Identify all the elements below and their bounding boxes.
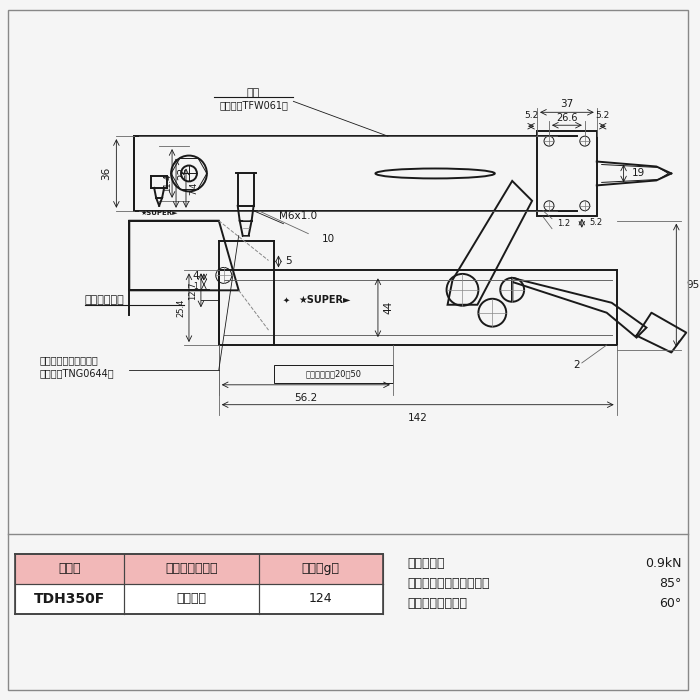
Text: ハンドル操作觓度: ハンドル操作觓度 [408, 597, 468, 610]
Text: 5.2: 5.2 [590, 218, 603, 228]
Text: 11.4: 11.4 [164, 174, 173, 193]
Text: 4: 4 [193, 272, 200, 281]
Text: 5: 5 [286, 256, 292, 267]
Bar [537, 131, 596, 216]
Text: 56.2: 56.2 [294, 393, 318, 402]
Text: クランプボルトナット: クランプボルトナット [40, 355, 99, 365]
Text: クランプアーム移動觓度: クランプアーム移動觓度 [408, 578, 490, 590]
Text: 10: 10 [321, 234, 335, 244]
Text: 最大支持力: 最大支持力 [408, 557, 445, 570]
Text: 142: 142 [408, 413, 428, 423]
Text: 124: 124 [309, 592, 332, 605]
Text: M6x1.0: M6x1.0 [279, 211, 317, 220]
Text: クランプ範囲: クランプ範囲 [85, 295, 125, 305]
Text: 44: 44 [384, 301, 394, 314]
Text: 2: 2 [573, 360, 580, 370]
Bar [15, 584, 383, 614]
Text: 0.9kN: 0.9kN [645, 557, 681, 570]
Text: TDH350F: TDH350F [34, 592, 105, 606]
Text: 品　番: 品 番 [58, 562, 81, 575]
Text: 36: 36 [102, 167, 111, 180]
Text: 座金: 座金 [247, 88, 260, 99]
Text: 95: 95 [686, 281, 699, 290]
Text: 1: 1 [194, 282, 198, 290]
Text: ★SUPER►: ★SUPER► [141, 210, 178, 216]
Text: ★SUPER►: ★SUPER► [298, 295, 351, 304]
Text: 19: 19 [631, 169, 645, 178]
Bar [274, 365, 393, 383]
Text: 25.4: 25.4 [176, 298, 186, 317]
Text: 37: 37 [560, 99, 573, 109]
Text: 60°: 60° [659, 597, 681, 610]
Text: 12.7: 12.7 [188, 281, 197, 300]
Bar [15, 554, 383, 584]
Text: フラン芸: フラン芸 [176, 592, 206, 605]
Text: 1.2: 1.2 [557, 219, 570, 228]
Text: （品番：TNG0644）: （品番：TNG0644） [40, 368, 114, 378]
Text: 7.4: 7.4 [190, 181, 198, 195]
Text: 質量（g）: 質量（g） [302, 562, 340, 575]
Text: 5.2: 5.2 [596, 111, 610, 120]
Text: ベース・タイプ: ベース・タイプ [165, 562, 218, 575]
Text: スライド範囲20～50: スライド範囲20～50 [305, 370, 361, 379]
Text: （品番：TFW061）: （品番：TFW061） [219, 100, 288, 111]
Text: ✦: ✦ [283, 295, 290, 304]
Text: 26.6: 26.6 [556, 113, 577, 123]
Text: 5.2: 5.2 [524, 111, 538, 120]
Text: 22: 22 [177, 167, 187, 180]
Text: 85°: 85° [659, 578, 681, 590]
